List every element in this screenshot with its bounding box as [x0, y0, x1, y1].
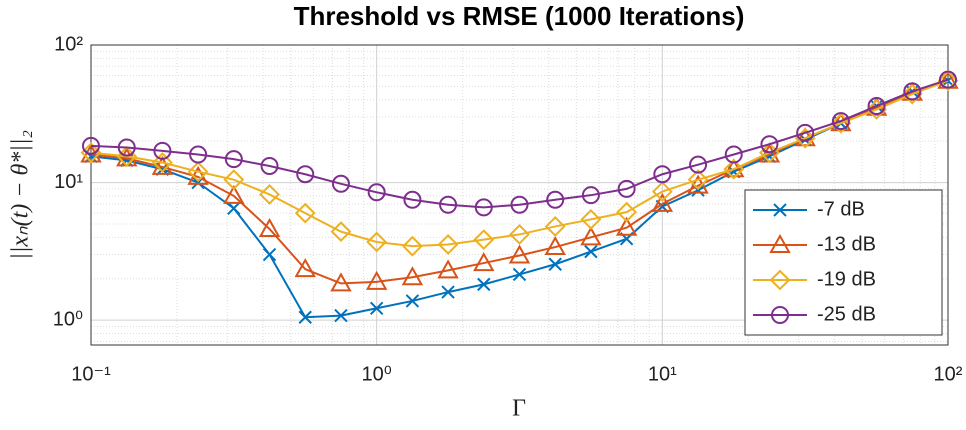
marker	[867, 97, 886, 116]
marker	[724, 145, 743, 164]
marker	[548, 257, 562, 271]
marker	[581, 186, 600, 205]
marker	[760, 135, 779, 154]
marker	[689, 155, 708, 174]
x-axis-label: Γ	[512, 396, 526, 422]
marker	[258, 217, 281, 237]
legend-box	[744, 189, 943, 336]
marker	[653, 165, 672, 184]
legend-label: -7 dB	[817, 198, 865, 220]
marker	[189, 145, 208, 164]
marker	[334, 308, 348, 323]
marker	[544, 236, 566, 256]
marker	[830, 112, 852, 134]
marker	[937, 70, 959, 92]
marker	[691, 183, 705, 197]
marker	[441, 285, 455, 299]
marker	[473, 252, 495, 272]
marker	[402, 235, 423, 257]
x-tick-label: 10²	[934, 363, 963, 385]
marker	[405, 294, 420, 308]
legend-label: -25 dB	[817, 303, 876, 325]
legend-marker	[769, 269, 791, 291]
marker	[723, 158, 745, 180]
marker	[939, 70, 957, 89]
marker	[439, 195, 458, 214]
marker	[260, 156, 279, 175]
marker	[687, 169, 709, 191]
marker	[544, 216, 566, 237]
marker	[616, 201, 638, 223]
marker	[330, 272, 352, 292]
marker	[259, 184, 280, 205]
marker	[294, 258, 316, 278]
marker	[584, 244, 598, 259]
marker	[187, 161, 209, 183]
legend-marker	[771, 306, 789, 324]
marker	[298, 310, 312, 324]
marker	[151, 152, 173, 173]
marker	[262, 247, 277, 262]
marker	[546, 190, 565, 209]
marker	[473, 229, 495, 251]
marker	[365, 270, 388, 290]
marker	[477, 277, 491, 292]
marker	[223, 169, 245, 191]
marker	[369, 301, 384, 315]
marker	[508, 244, 531, 264]
legend-marker	[769, 233, 791, 253]
y-tick-label: 10¹	[54, 171, 83, 193]
marker	[223, 184, 245, 204]
marker	[866, 99, 887, 120]
marker	[617, 179, 636, 198]
marker	[651, 181, 673, 203]
marker	[153, 141, 172, 160]
marker	[367, 183, 386, 202]
x-tick-label: 10¹	[648, 363, 677, 385]
series-line	[90, 78, 949, 209]
marker	[82, 136, 100, 155]
marker	[331, 174, 350, 193]
marker	[831, 112, 850, 131]
x-tick-label: 10⁰	[362, 363, 392, 385]
marker	[117, 138, 136, 157]
y-tick-label: 10⁰	[53, 308, 83, 330]
marker	[403, 190, 422, 209]
marker	[224, 150, 243, 169]
y-tick-label: 10²	[54, 33, 83, 55]
marker	[580, 208, 602, 230]
marker	[580, 226, 602, 246]
marker	[294, 202, 316, 224]
marker	[227, 201, 241, 216]
legend-label: -19 dB	[817, 268, 876, 290]
y-axis-label: ||xₙ(t) − θ*||₂	[8, 130, 34, 260]
marker	[474, 198, 493, 217]
axes-box	[90, 44, 949, 346]
marker	[296, 165, 315, 184]
legend-marker	[773, 203, 787, 217]
marker	[651, 192, 674, 212]
series-line	[90, 79, 949, 248]
marker	[901, 83, 923, 105]
chart-title: Threshold vs RMSE (1000 Iterations)	[294, 1, 745, 31]
marker	[509, 224, 530, 245]
legend-label: -13 dB	[817, 233, 876, 255]
marker	[437, 234, 459, 255]
x-tick-label: 10⁻¹	[71, 363, 111, 385]
marker	[437, 259, 459, 279]
marker	[401, 266, 424, 286]
marker	[903, 82, 922, 101]
marker	[330, 221, 352, 243]
marker	[512, 267, 527, 282]
marker	[510, 195, 529, 214]
marker	[366, 231, 388, 253]
marker	[615, 216, 638, 236]
marker	[796, 123, 815, 142]
